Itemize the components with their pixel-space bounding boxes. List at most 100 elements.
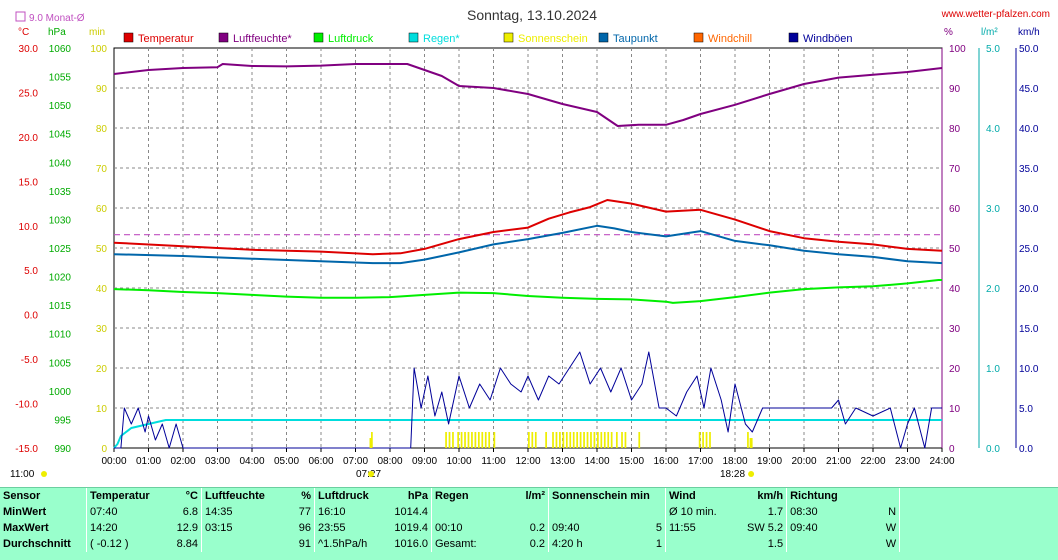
min-temp-time: 07:40	[86, 504, 155, 520]
pressure-tick-label: 995	[54, 415, 71, 426]
wind-tick-label: 15.0	[1019, 324, 1039, 335]
legend-label: Temperatur	[138, 33, 194, 45]
sunshine-bar	[709, 432, 711, 448]
pressure-tick-label: 1000	[49, 387, 72, 398]
sunshine-bar	[555, 432, 558, 448]
rain-tick-label: 3.0	[986, 204, 1000, 215]
row-label-min: MinWert	[3, 506, 47, 518]
header-wind-unit: km/h	[757, 490, 784, 502]
legend-item-dewpoint: Taupunkt	[598, 32, 658, 45]
sunshine-bar	[569, 432, 572, 448]
sunshine-bar	[579, 432, 582, 448]
sun-markers: 07:27 18:28	[356, 438, 755, 480]
summary-row-avg: Durchschnitt ( -0.12 ) 8.84 91 ^1.5hPa/h…	[0, 536, 1027, 552]
header-pressure: Luftdruck	[314, 488, 385, 504]
legend: Temperatur Luftfeuchte* Luftdruck Regen* Son…	[123, 32, 853, 45]
x-tick-label: 14:00	[584, 456, 609, 467]
sunshine-bar	[545, 432, 547, 448]
monthly-avg-swatch	[15, 11, 26, 22]
wind-tick-label: 50.0	[1019, 44, 1039, 55]
max-sun-value: 5	[655, 522, 662, 534]
sunshine-bar	[531, 432, 534, 448]
legend-label: Luftfeuchte*	[233, 33, 292, 45]
avg-hum-time	[201, 536, 278, 552]
wind-tick-label: 30.0	[1019, 204, 1039, 215]
wind-tick-label: 35.0	[1019, 164, 1039, 175]
x-tick-label: 18:00	[722, 456, 747, 467]
minutes-tick-label: 60	[96, 204, 108, 215]
rain-tick-label: 5.0	[986, 44, 1000, 55]
x-tick-label: 15:00	[619, 456, 644, 467]
row-label-max: MaxWert	[3, 522, 49, 534]
x-tick-label: 21:00	[826, 456, 851, 467]
sunshine-bar	[638, 432, 641, 448]
percent-axis-unit: %	[944, 27, 953, 38]
pressure-tick-label: 1060	[49, 44, 72, 55]
sunshine-bar	[705, 432, 708, 448]
series-line-rain	[113, 419, 942, 449]
pressure-axis-unit: hPa	[48, 27, 66, 38]
minutes-tick-label: 80	[96, 124, 108, 135]
sunshine-bar	[621, 432, 623, 448]
sunshine-bar	[583, 432, 585, 448]
legend-swatch	[218, 32, 229, 43]
avg-dir-time	[786, 536, 864, 552]
min-dir-time: 08:30	[786, 504, 864, 520]
x-tick-label: 17:00	[688, 456, 713, 467]
x-tick-label: 11:00	[481, 456, 506, 467]
percent-tick-label: 90	[949, 84, 961, 95]
x-tick-label: 12:00	[515, 456, 540, 467]
summary-panel: Sensor Temperatur °C Luftfeuchte % Luftd…	[0, 487, 1058, 560]
max-temp-time: 14:20	[86, 520, 155, 536]
temp-tick-label: 10.0	[19, 222, 39, 233]
chart-title: Sonntag, 13.10.2024	[467, 7, 597, 23]
min-press-value: 1014.4	[394, 506, 428, 518]
wind-tick-label: 25.0	[1019, 244, 1039, 255]
wind-tick-label: 45.0	[1019, 84, 1039, 95]
site-link[interactable]: www.wetter-pfalzen.com	[941, 9, 1050, 20]
percent-tick-label: 10	[949, 404, 961, 415]
min-hum-value: 77	[298, 506, 311, 518]
legend-swatch	[788, 32, 799, 43]
avg-press-value: 1016.0	[394, 538, 428, 550]
pressure-tick-label: 1040	[49, 158, 72, 169]
legend-item-humidity: Luftfeuchte*	[218, 32, 292, 45]
pressure-tick-label: 1050	[49, 101, 72, 112]
header-temperature: Temperatur	[86, 488, 155, 504]
max-wind-time: 11:55	[665, 520, 744, 536]
avg-wind-value: 1.5	[767, 538, 784, 550]
series-line-dewpoint	[113, 224, 943, 265]
header-rain-unit: l/m²	[525, 490, 545, 502]
sunshine-bar	[565, 432, 568, 448]
sunshine-bar	[747, 432, 749, 448]
sunshine-bar	[534, 432, 537, 448]
header-humidity: Luftfeuchte	[201, 488, 278, 504]
sunshine-bar	[590, 432, 592, 448]
pressure-tick-label: 1010	[49, 330, 72, 341]
summary-row-max: MaxWert 14:20 12.9 03:15 96 23:55 1019.4…	[0, 520, 1027, 536]
temp-tick-label: 15.0	[19, 177, 39, 188]
wind-axis-unit: km/h	[1018, 27, 1040, 38]
axes: 00:00 01:00 02:00 03:00 04:00 05:00 06:00 07:00…	[10, 44, 1039, 480]
sunshine-bar	[607, 432, 610, 448]
monthly-avg-label: 9.0 Monat-Ø	[29, 13, 85, 24]
sunshine-bar	[698, 432, 701, 448]
minutes-tick-label: 50	[96, 244, 108, 255]
legend-label: Luftdruck	[328, 33, 374, 45]
legend-swatch	[598, 32, 609, 43]
percent-tick-label: 80	[949, 124, 961, 135]
header-humidity-unit: %	[301, 490, 311, 502]
x-tick-label: 20:00	[791, 456, 816, 467]
legend-label: Sonnenschein	[518, 33, 588, 45]
sunshine-bar	[528, 432, 530, 448]
series-line-temperature	[113, 199, 943, 256]
sunshine-bar	[471, 432, 473, 448]
sunshine-bar	[615, 432, 618, 448]
avg-temp-value: 8.84	[176, 538, 198, 550]
rain-axis-unit: l/m²	[981, 27, 998, 38]
sunshine-bar	[464, 432, 466, 448]
avg-press-time: ^1.5hPa/h	[314, 536, 385, 552]
x-tick-label: 05:00	[274, 456, 299, 467]
sunshine-bar	[610, 432, 613, 448]
header-sensor: Sensor	[3, 490, 41, 502]
